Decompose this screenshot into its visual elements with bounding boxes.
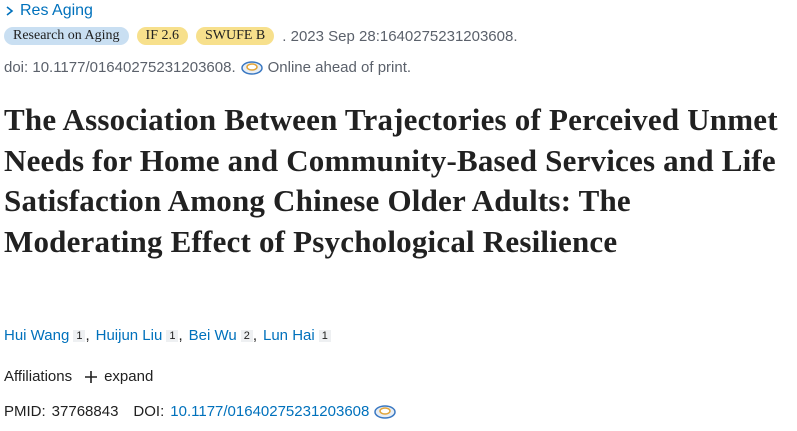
plus-icon[interactable] <box>84 370 98 384</box>
author-separator: , <box>85 327 90 344</box>
pmid-label: PMID: <box>4 403 46 420</box>
identifiers-row: PMID: 37768843 DOI: 10.1177/016402752312… <box>4 403 397 420</box>
impact-badge[interactable]: IF 2.6 <box>136 27 188 45</box>
citation: . 2023 Sep 28:1640275231203608. <box>282 27 518 45</box>
chevron-icon <box>6 6 14 16</box>
affiliation-number[interactable]: 2 <box>240 329 253 342</box>
journal-row: Res Aging <box>4 2 93 20</box>
journal-badge[interactable]: Research on Aging <box>4 27 129 45</box>
journal-link[interactable]: Res Aging <box>20 2 93 19</box>
affiliations-label: Affiliations <box>4 368 73 385</box>
pmid: 37768843 <box>51 403 119 420</box>
affiliation-number[interactable]: 1 <box>166 329 179 342</box>
doi-link[interactable]: 10.1177/01640275231203608 <box>170 403 370 420</box>
affiliation-number[interactable]: 1 <box>73 329 86 342</box>
doi-icon[interactable] <box>373 404 397 420</box>
expand-toggle[interactable]: expand <box>104 368 154 385</box>
author-name[interactable]: Hui Wang <box>4 327 70 344</box>
author-separator: , <box>252 327 257 344</box>
author-list: Hui Wang 1, Huijun Liu 1, Bei Wu 2, Lun Hai 1 <box>4 327 331 344</box>
rank-badge[interactable]: SWUFE B <box>195 27 275 45</box>
doi-line: doi: 10.1177/01640275231203608. <box>4 59 236 76</box>
author-name[interactable]: Lun Hai <box>263 327 315 344</box>
affiliation-number[interactable]: 1 <box>318 329 331 342</box>
article-title: The Association Between Trajectories of … <box>4 102 778 259</box>
status: Online ahead of print. <box>267 59 412 76</box>
author-separator: , <box>178 327 183 344</box>
badge-row: Research on Aging IF 2.6 SWUFE B . 2023 … <box>4 27 518 45</box>
doi-icon[interactable] <box>240 60 264 76</box>
author-name[interactable]: Bei Wu <box>188 327 237 344</box>
doi-row: doi: 10.1177/01640275231203608. Online a… <box>4 59 411 76</box>
doi-label: DOI: <box>133 403 165 420</box>
author-name[interactable]: Huijun Liu <box>95 327 163 344</box>
affiliations-row: Affiliations expand <box>4 368 153 385</box>
